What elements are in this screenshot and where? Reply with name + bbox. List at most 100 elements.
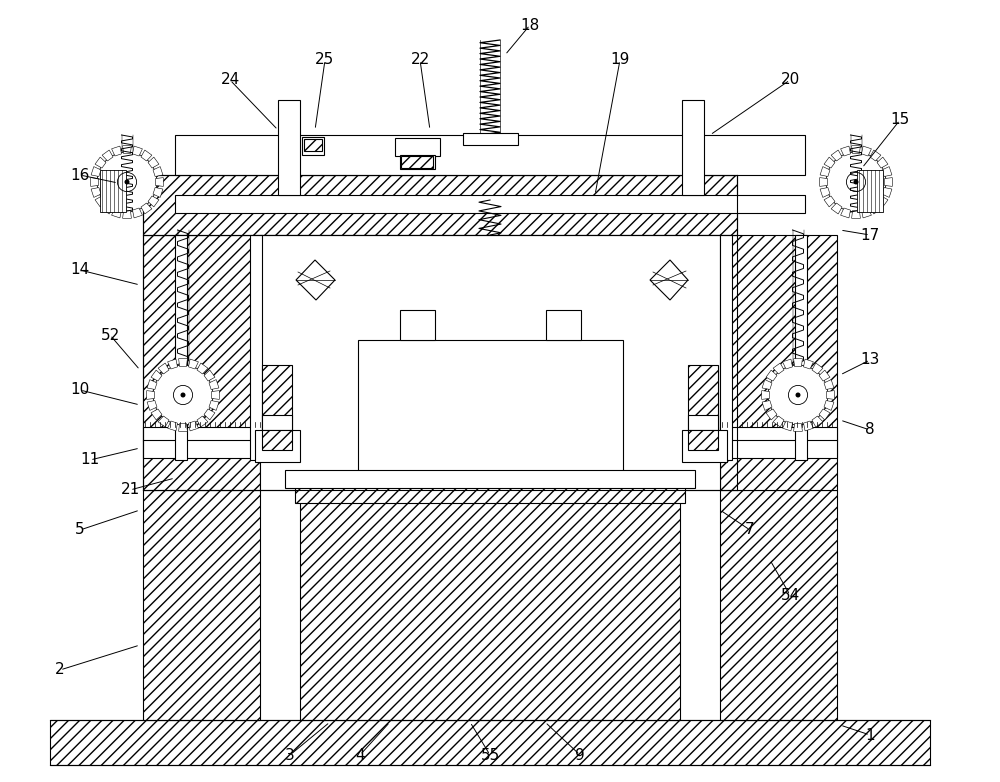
Polygon shape [794,359,802,367]
Bar [682,430,727,462]
Polygon shape [133,146,142,156]
Bar [720,490,837,720]
Bar [546,310,581,340]
Polygon shape [766,409,777,420]
Polygon shape [112,208,121,218]
Polygon shape [91,167,101,177]
Polygon shape [762,400,772,411]
Polygon shape [862,208,871,218]
Polygon shape [133,208,142,218]
Polygon shape [102,150,113,161]
Bar [278,100,300,195]
Text: 52: 52 [100,328,120,343]
Bar [175,195,805,213]
Bar [400,155,435,169]
Polygon shape [95,196,106,207]
Bar [250,235,262,460]
Polygon shape [158,416,169,427]
Bar [688,430,718,450]
Text: 11: 11 [80,453,100,468]
Polygon shape [852,210,860,218]
Polygon shape [296,260,335,300]
Polygon shape [147,379,157,389]
Bar [143,235,260,490]
Bar [400,310,435,340]
Polygon shape [820,167,830,177]
Bar [50,720,930,765]
Polygon shape [95,157,106,168]
Bar [143,440,260,458]
Polygon shape [773,363,784,374]
Bar [688,365,718,430]
Polygon shape [123,145,131,153]
Polygon shape [197,416,208,427]
Text: 55: 55 [480,748,500,762]
Text: 9: 9 [575,748,585,762]
Polygon shape [204,370,215,381]
Polygon shape [819,370,830,381]
Circle shape [826,152,886,212]
Polygon shape [824,196,835,207]
Polygon shape [153,188,163,197]
Circle shape [153,365,213,425]
Text: 14: 14 [70,263,90,278]
Circle shape [854,180,858,185]
Text: 16: 16 [70,167,90,182]
Polygon shape [179,359,187,367]
Polygon shape [812,416,823,427]
Polygon shape [820,188,830,197]
Bar [143,175,737,235]
Polygon shape [804,359,813,369]
Polygon shape [158,363,169,374]
Bar [682,100,704,195]
Text: 2: 2 [55,662,65,677]
Polygon shape [189,359,198,369]
Polygon shape [762,379,772,389]
Text: 17: 17 [860,228,880,242]
Polygon shape [147,400,157,411]
Polygon shape [882,167,892,177]
Bar [285,470,695,488]
Bar [175,135,805,175]
Text: 15: 15 [890,113,910,127]
Polygon shape [884,178,892,186]
Polygon shape [141,150,152,161]
Bar [463,133,518,145]
Bar [795,235,807,460]
Polygon shape [783,421,792,431]
Polygon shape [168,359,177,369]
Text: 18: 18 [520,17,540,33]
Polygon shape [197,363,208,374]
Polygon shape [204,409,215,420]
Polygon shape [91,188,101,197]
Text: 4: 4 [355,748,365,762]
Polygon shape [826,391,834,400]
Polygon shape [824,157,835,168]
Bar [260,235,720,490]
Polygon shape [852,145,860,153]
Text: 19: 19 [610,52,630,67]
Polygon shape [153,167,163,177]
Polygon shape [862,146,871,156]
Polygon shape [804,421,813,431]
Polygon shape [783,359,792,369]
Bar [304,139,322,151]
Bar [262,365,292,430]
Text: 25: 25 [315,52,335,67]
Polygon shape [877,157,888,168]
Polygon shape [831,203,842,214]
Text: 21: 21 [120,482,140,497]
Polygon shape [141,203,152,214]
Bar [143,490,260,720]
Polygon shape [112,146,121,156]
Text: 1: 1 [865,727,875,742]
Text: 8: 8 [865,422,875,437]
Polygon shape [123,210,131,218]
Polygon shape [148,157,159,168]
Bar [300,490,680,720]
Polygon shape [820,178,828,186]
Polygon shape [812,363,823,374]
Bar [395,138,440,156]
Polygon shape [824,400,834,411]
Polygon shape [211,391,219,400]
